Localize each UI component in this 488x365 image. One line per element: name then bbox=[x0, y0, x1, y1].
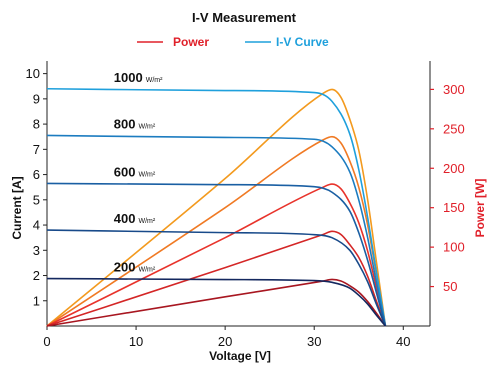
y-right-tick-label: 150 bbox=[443, 200, 465, 215]
power-curve-200 bbox=[46, 278, 387, 327]
x-tick-label: 30 bbox=[307, 334, 321, 349]
irradiance-value: 400 bbox=[114, 211, 136, 226]
y-left-tick-label: 8 bbox=[33, 117, 40, 132]
y-right-tick-label: 300 bbox=[443, 82, 465, 97]
irradiance-label-800: 800 W/m² bbox=[114, 116, 156, 131]
irradiance-value: 1000 bbox=[114, 70, 143, 85]
irradiance-label-200: 200 W/m² bbox=[114, 260, 156, 275]
x-tick-label: 10 bbox=[129, 334, 143, 349]
x-axis-ticks: 0 10 20 30 40 bbox=[43, 326, 411, 349]
irradiance-label-600: 600 W/m² bbox=[114, 164, 156, 179]
y-left-tick-label: 5 bbox=[33, 192, 40, 207]
irradiance-label-1000: 1000 W/m² bbox=[114, 70, 163, 85]
y-left-tick-label: 9 bbox=[33, 91, 40, 106]
irradiance-unit: W/m² bbox=[139, 218, 156, 225]
y-right-tick-label: 200 bbox=[443, 161, 465, 176]
legend: Power I-V Curve bbox=[137, 35, 329, 49]
y-right-tick-label: 50 bbox=[443, 279, 457, 294]
iv-curve-1000 bbox=[46, 87, 387, 327]
irradiance-value: 600 bbox=[114, 164, 136, 179]
legend-label-power: Power bbox=[173, 35, 209, 49]
irradiance-label-400: 400 W/m² bbox=[114, 211, 156, 226]
iv-curve-200 bbox=[46, 277, 387, 327]
irradiance-unit: W/m² bbox=[146, 77, 163, 84]
y-left-tick-label: 10 bbox=[26, 66, 40, 81]
y-right-tick-label: 250 bbox=[443, 121, 465, 136]
y-left-axis-title: Current [A] bbox=[10, 176, 24, 239]
y-left-tick-label: 3 bbox=[33, 243, 40, 258]
power-curve-1000 bbox=[46, 88, 387, 327]
chart-title: I-V Measurement bbox=[192, 10, 297, 25]
power-curves bbox=[46, 88, 387, 327]
x-axis-title: Voltage [V] bbox=[209, 349, 271, 363]
plot-frame bbox=[46, 61, 431, 327]
legend-label-iv-curve: I-V Curve bbox=[276, 35, 329, 49]
irradiance-unit: W/m² bbox=[139, 171, 156, 178]
irradiance-value: 200 bbox=[114, 260, 136, 275]
y-right-axis-ticks: 50 100 150 200 250 300 bbox=[430, 82, 465, 294]
irradiance-unit: W/m² bbox=[139, 267, 156, 274]
y-left-tick-label: 1 bbox=[33, 293, 40, 308]
x-tick-label: 40 bbox=[396, 334, 410, 349]
iv-curves bbox=[46, 87, 387, 327]
y-left-tick-label: 6 bbox=[33, 167, 40, 182]
y-left-tick-label: 2 bbox=[33, 268, 40, 283]
x-tick-label: 20 bbox=[218, 334, 232, 349]
irradiance-unit: W/m² bbox=[139, 123, 156, 130]
y-left-tick-label: 7 bbox=[33, 142, 40, 157]
iv-curve-400 bbox=[46, 229, 387, 327]
y-right-axis-title: Power [W] bbox=[473, 179, 487, 238]
y-left-tick-label: 4 bbox=[33, 218, 40, 233]
power-curve-600 bbox=[46, 183, 387, 327]
irradiance-value: 800 bbox=[114, 116, 136, 131]
iv-curve-600 bbox=[46, 182, 387, 327]
y-right-tick-label: 100 bbox=[443, 240, 465, 255]
power-curve-400 bbox=[46, 230, 387, 327]
y-left-axis-ticks: 1 2 3 4 5 6 7 8 9 10 bbox=[26, 66, 47, 308]
iv-curve-800 bbox=[46, 134, 387, 327]
power-curve-800 bbox=[46, 135, 387, 327]
x-tick-label: 0 bbox=[43, 334, 50, 349]
